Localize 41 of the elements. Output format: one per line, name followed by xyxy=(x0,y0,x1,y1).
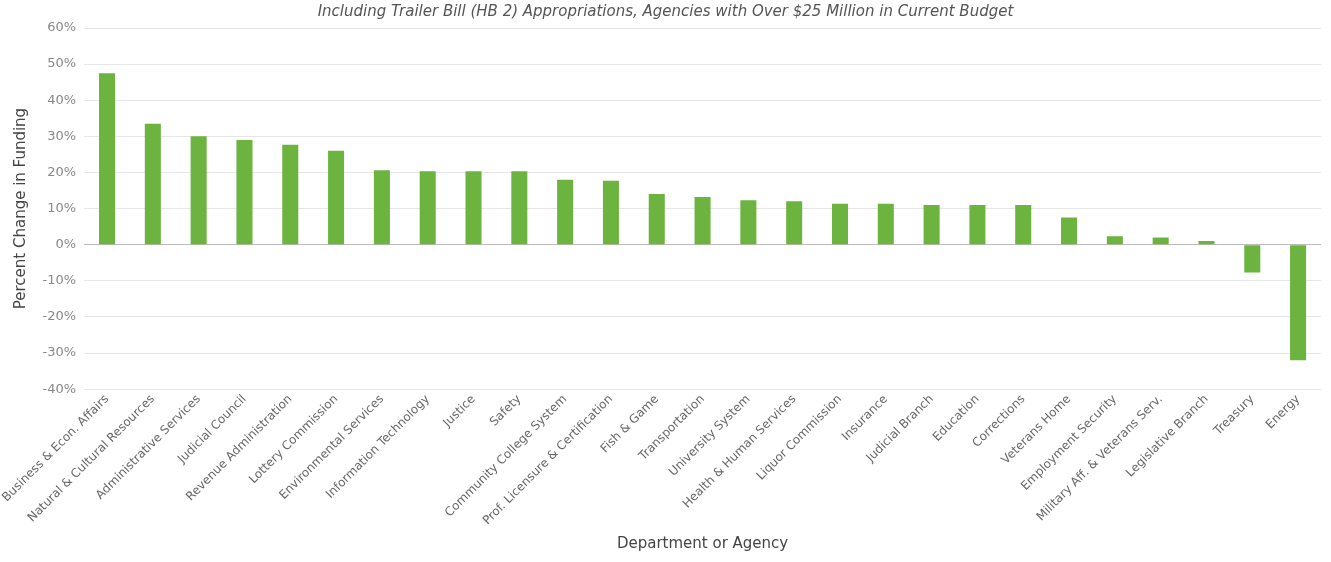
bar xyxy=(831,203,849,245)
bar xyxy=(557,179,574,245)
bar xyxy=(282,144,299,245)
y-axis-title: Percent Change in Funding xyxy=(11,107,30,310)
bar xyxy=(373,170,390,245)
y-tick-label: 40% xyxy=(47,91,77,107)
y-tick-label: 20% xyxy=(47,163,77,179)
bar xyxy=(236,139,253,245)
bar xyxy=(923,204,940,245)
bar xyxy=(694,197,711,245)
bar xyxy=(877,203,894,245)
y-tick-label: -30% xyxy=(42,344,77,360)
chart-subtitle: Including Trailer Bill (HB 2) Appropriations, Agencies with Over $25 Million in Current Budget xyxy=(316,2,1015,20)
y-tick-label: 60% xyxy=(47,19,77,35)
bar xyxy=(648,194,665,245)
bar xyxy=(190,136,207,245)
y-tick-label: -20% xyxy=(42,308,77,324)
bar xyxy=(328,150,345,245)
bar xyxy=(740,200,757,245)
y-tick-label: -10% xyxy=(42,272,77,288)
y-tick-label: 10% xyxy=(47,199,77,215)
y-tick-label: 50% xyxy=(47,55,77,71)
y-tick-label: 0% xyxy=(55,236,77,252)
bar xyxy=(144,123,161,245)
bar xyxy=(1015,204,1032,245)
bar xyxy=(99,73,116,245)
bar xyxy=(1290,245,1307,361)
bar xyxy=(1106,236,1123,245)
y-tick-label: 30% xyxy=(47,127,77,143)
bar xyxy=(1152,237,1169,245)
bar xyxy=(419,171,436,245)
bar xyxy=(969,204,986,245)
x-axis-title: Department or Agency xyxy=(616,533,789,552)
y-tick-label: -40% xyxy=(42,380,77,396)
bar xyxy=(602,180,619,245)
bar xyxy=(511,171,528,245)
bar xyxy=(1198,241,1215,245)
bar xyxy=(1244,245,1261,273)
bar xyxy=(1061,217,1078,245)
bar xyxy=(786,201,803,245)
bar xyxy=(465,171,482,245)
